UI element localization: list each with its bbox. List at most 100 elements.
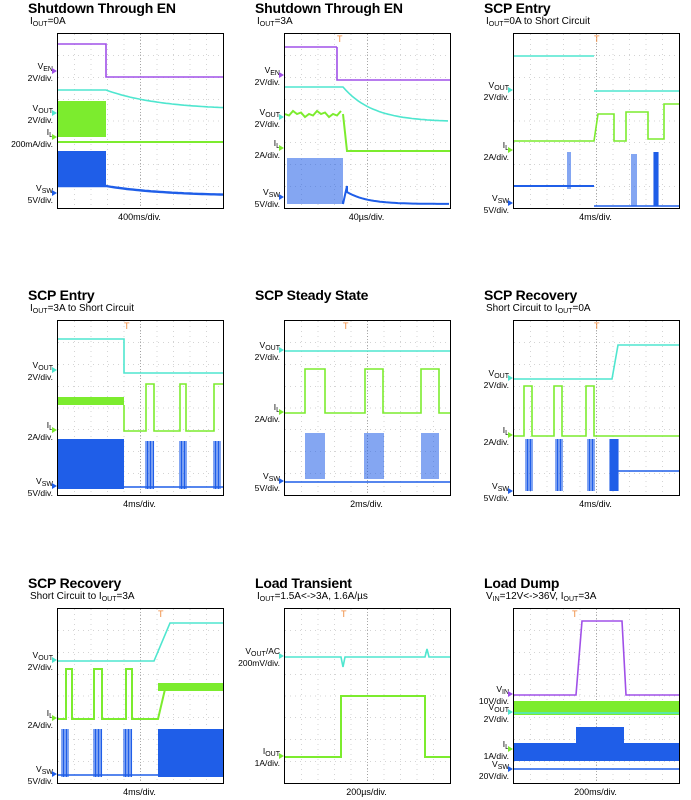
channel-label: IL 2A/div. [483, 425, 509, 447]
i-l-ripple-band [158, 683, 223, 691]
panel-subtitle: IOUT=3A [257, 16, 293, 28]
channel-label: VSW 5V/div. [27, 764, 53, 786]
scope-screen: T [513, 608, 680, 784]
waveform-plot: T [58, 321, 223, 495]
channel-marker [52, 657, 57, 663]
v-sw-burst-c [123, 729, 133, 777]
waveform-plot: T [285, 34, 450, 208]
trigger-marker: T [158, 609, 164, 619]
i-l-trace [58, 668, 223, 720]
v-sw-burst-a [525, 439, 533, 491]
channel-label: VSW 5V/div. [27, 476, 53, 498]
channel-marker [279, 409, 284, 415]
waveform-plot: T [514, 34, 679, 208]
v-sw-pulse-a [567, 152, 571, 189]
v-out-trace [58, 89, 223, 109]
timebase-label: 200µs/div. [346, 787, 387, 797]
v-sw-burst-b [555, 439, 563, 491]
panel-title: Load Transient [255, 575, 352, 591]
scope-screen: T [57, 608, 224, 784]
v-out-trace [514, 344, 679, 380]
v-out-trace [58, 622, 223, 662]
channel-marker [52, 190, 57, 196]
v-in-trace [514, 620, 679, 696]
channel-label: VOUT 2V/div. [27, 103, 53, 125]
channel-marker [508, 746, 513, 752]
scope-screen: T [513, 320, 680, 496]
v-out-trace [285, 86, 449, 122]
channel-marker [279, 194, 284, 200]
channel-marker [508, 709, 513, 715]
v-en-trace [285, 46, 450, 81]
v-sw-burst-c [213, 441, 221, 489]
panel-subtitle: IOUT=0A to Short Circuit [486, 16, 590, 28]
panel-title: SCP Entry [28, 287, 95, 303]
channel-marker [52, 68, 57, 74]
channel-marker [279, 145, 284, 151]
channel-marker [508, 200, 513, 206]
channel-label: VEN 2V/div. [27, 61, 53, 83]
panel-subtitle: Short Circuit to IOUT=3A [30, 591, 135, 603]
trigger-marker: T [594, 321, 600, 331]
channel-label: IL 2A/div. [27, 420, 53, 442]
v-sw-switching-burst [287, 158, 343, 204]
waveform-plot: T [514, 609, 679, 783]
scope-screen: T [284, 33, 451, 209]
channel-marker [508, 488, 513, 494]
scope-screen: T [57, 320, 224, 496]
channel-marker [508, 375, 513, 381]
channel-marker [279, 478, 284, 484]
channel-marker [508, 147, 513, 153]
i-l-trace [285, 109, 450, 152]
waveform-plot: T [58, 609, 223, 783]
timebase-label: 4ms/div. [123, 499, 156, 509]
channel-marker [279, 72, 284, 78]
channel-marker [52, 134, 57, 140]
channel-label: VIN 10V/div. [478, 684, 509, 706]
v-sw-pulse-b [631, 154, 637, 206]
channel-marker [52, 771, 57, 777]
channel-label: VOUT 2V/div. [254, 107, 280, 129]
timebase-label: 2ms/div. [350, 499, 383, 509]
trigger-marker: T [124, 321, 130, 331]
channel-marker [52, 110, 57, 116]
v-sw-pulse-c [653, 152, 659, 206]
channel-marker [52, 427, 57, 433]
channel-marker [508, 432, 513, 438]
channel-label: VSW 5V/div. [254, 471, 280, 493]
channel-marker [279, 114, 284, 120]
channel-label: IL 2A/div. [254, 402, 280, 424]
scope-screen: T [284, 608, 451, 784]
i-l-trace [514, 103, 679, 142]
v-sw-switching-band [58, 439, 124, 489]
v-sw-burst-b [93, 729, 103, 777]
v-out-ac-trace [285, 648, 450, 668]
panel-subtitle: IOUT=3A to Short Circuit [30, 303, 134, 315]
channel-label: IL 1A/div. [483, 739, 509, 761]
channel-label: IL 2A/div. [254, 138, 280, 160]
panel-subtitle: IOUT=0A [30, 16, 66, 28]
timebase-label: 4ms/div. [579, 499, 612, 509]
trigger-marker: T [341, 609, 347, 619]
v-sw-switching-band [58, 151, 106, 186]
v-out-trace [58, 338, 223, 374]
channel-marker [52, 483, 57, 489]
channel-marker [279, 347, 284, 353]
i-l-trace [514, 385, 679, 437]
panel-title: SCP Entry [484, 0, 551, 16]
timebase-label: 40µs/div. [348, 212, 385, 222]
panel-title: SCP Recovery [28, 575, 122, 591]
v-sw-burst-b [179, 441, 187, 489]
channel-label: IOUT 1A/div. [254, 746, 280, 768]
i-out-trace [285, 695, 450, 758]
channel-marker [279, 653, 284, 659]
scope-screen: T [284, 320, 451, 496]
panel-title: SCP Recovery [484, 287, 578, 303]
channel-label: VOUT 2V/div. [27, 650, 53, 672]
channel-marker [508, 691, 513, 697]
timebase-label: 400ms/div. [118, 212, 161, 222]
v-sw-burst-a [145, 441, 155, 489]
panel-title: Shutdown Through EN [28, 0, 176, 16]
channel-label: VSW 20V/div. [478, 759, 509, 781]
scope-screen [57, 33, 224, 209]
